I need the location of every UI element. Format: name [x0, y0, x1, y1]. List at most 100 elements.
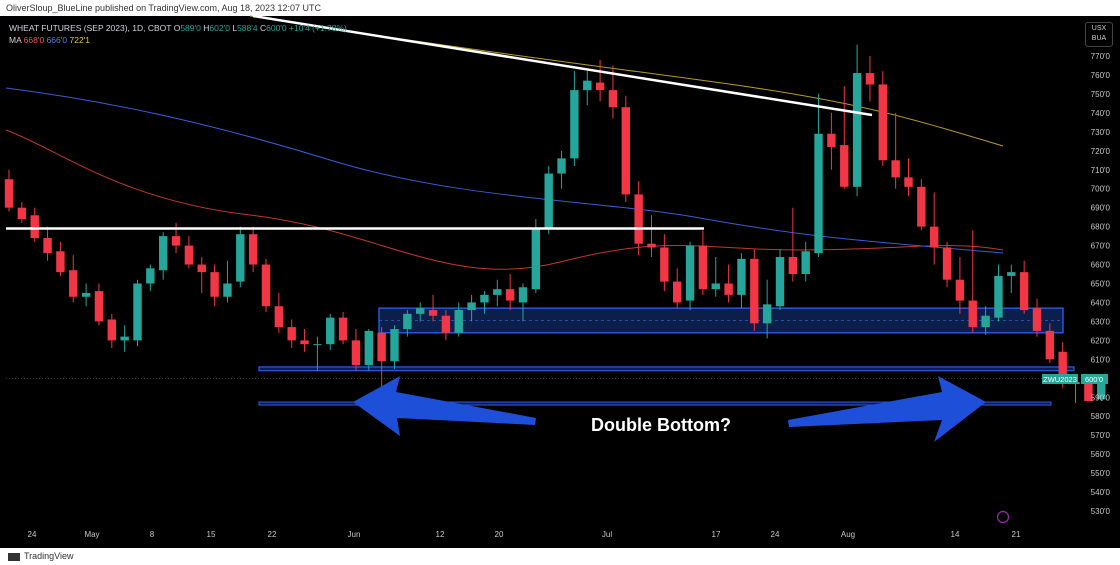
candle-body	[223, 283, 232, 297]
candle-body	[814, 133, 823, 254]
double-bottom-line	[258, 401, 1052, 406]
candle-body	[904, 177, 913, 187]
candle-body	[994, 275, 1003, 318]
lower-support-zone	[258, 366, 1075, 372]
candle-body	[531, 228, 541, 290]
candle-body	[891, 160, 900, 178]
candle-body	[4, 179, 14, 208]
candle-body	[43, 238, 52, 254]
candle-body	[261, 264, 271, 307]
descending-trendline	[252, 14, 873, 117]
x-tick-label: 8	[150, 530, 155, 539]
candle-body	[467, 302, 476, 311]
candle-body	[1097, 378, 1106, 400]
candle-body	[171, 236, 181, 246]
currency-line-1: USX	[1091, 25, 1107, 32]
candle-body	[1019, 272, 1029, 311]
y-tick-label: 710'0	[1091, 166, 1111, 175]
candle-body	[737, 258, 746, 295]
y-tick-label: 690'0	[1091, 204, 1111, 213]
y-tick-label: 740'0	[1091, 109, 1111, 118]
candle-body	[660, 247, 669, 282]
ma-value-yellow: 722'1	[69, 35, 91, 45]
candle-body	[1084, 382, 1093, 402]
candle-body	[184, 245, 194, 265]
ma-value-red: 668'0	[23, 35, 45, 45]
y-tick-label: 660'0	[1091, 261, 1111, 270]
candle-body	[968, 300, 977, 328]
y-tick-label: 530'0	[1091, 507, 1111, 516]
candle-body	[338, 317, 348, 341]
candle-body	[788, 256, 798, 275]
ma-value-blue: 666'0	[46, 35, 68, 45]
right-arrow	[788, 376, 986, 442]
symbol-label: WHEAT FUTURES (SEP 2023), 1D, CBOT	[9, 23, 172, 33]
x-tick-label: 21	[1012, 530, 1021, 539]
candle-body	[505, 289, 515, 301]
candle-body	[698, 245, 708, 290]
candle-body	[647, 243, 656, 248]
candle-body	[801, 251, 810, 275]
candle-body	[390, 329, 399, 362]
chart-legend: WHEAT FUTURES (SEP 2023), 1D, CBOT O589'…	[9, 22, 347, 46]
candle-body	[981, 315, 990, 328]
x-tick-label: 15	[207, 530, 216, 539]
event-icon	[996, 510, 1010, 524]
x-tick-label: Aug	[841, 530, 855, 539]
ma-label: MA	[9, 35, 22, 45]
x-tick-label: Jun	[348, 530, 361, 539]
x-tick-label: 12	[436, 530, 445, 539]
candle-body	[274, 306, 284, 328]
candle-body	[326, 317, 335, 345]
candle-body	[441, 315, 451, 333]
tradingview-brand: TradingView	[24, 551, 74, 561]
candle-body	[673, 281, 682, 303]
x-tick-label: 14	[951, 530, 960, 539]
candle-body	[69, 270, 78, 297]
candle-body	[236, 234, 245, 282]
candle-body	[583, 80, 592, 91]
candle-body	[56, 251, 65, 273]
y-tick-label: 590'0	[1091, 393, 1111, 402]
candle-body	[840, 145, 849, 187]
currency-badge[interactable]: USX BUA	[1085, 22, 1113, 47]
last-price-label: 600'0	[1085, 375, 1103, 384]
currency-line-2: BUA	[1091, 35, 1107, 42]
candle-body	[351, 340, 361, 366]
x-tick-label: Jul	[602, 530, 612, 539]
candle-body	[1045, 330, 1055, 360]
candle-body	[17, 207, 27, 220]
candle-body	[454, 310, 463, 333]
symbol-price-tag	[1042, 374, 1078, 384]
candle-body	[1058, 351, 1067, 384]
candle-body	[210, 272, 219, 297]
candle-body	[878, 84, 887, 161]
y-tick-label: 670'0	[1091, 242, 1111, 251]
double-bottom-label: Double Bottom?	[591, 415, 731, 435]
candle-body	[955, 279, 965, 301]
y-tick-label: 650'0	[1091, 280, 1111, 289]
publish-header: OliverSloup_BlueLine published on Tradin…	[0, 0, 1120, 16]
candlestick-chart[interactable]: Double Bottom? 770'0 760'0 750'0 740'0 730'0 7…	[0, 0, 1120, 548]
low-label: L	[232, 23, 238, 33]
candle-body	[942, 247, 952, 280]
candle-body	[364, 330, 373, 366]
candle-body	[852, 73, 862, 187]
footer-bar: TradingView	[0, 548, 1120, 565]
candle-body	[711, 283, 720, 290]
tradingview-logo-icon	[8, 552, 20, 561]
candle-body	[248, 234, 258, 265]
candle-body	[120, 336, 129, 341]
candle-body	[518, 287, 528, 303]
tradingview-logo[interactable]: TradingView	[8, 548, 74, 565]
candle-body	[1032, 308, 1042, 331]
y-tick-label: 550'0	[1091, 469, 1111, 478]
candle-body	[377, 332, 386, 362]
candle-body	[30, 215, 39, 238]
ma-line-blue	[5, 87, 1004, 254]
x-tick-label: 17	[712, 530, 721, 539]
y-tick-label: 760'0	[1091, 71, 1111, 80]
candle-body	[917, 186, 926, 227]
candle-body	[724, 283, 733, 295]
y-tick-label: 680'0	[1091, 223, 1111, 232]
